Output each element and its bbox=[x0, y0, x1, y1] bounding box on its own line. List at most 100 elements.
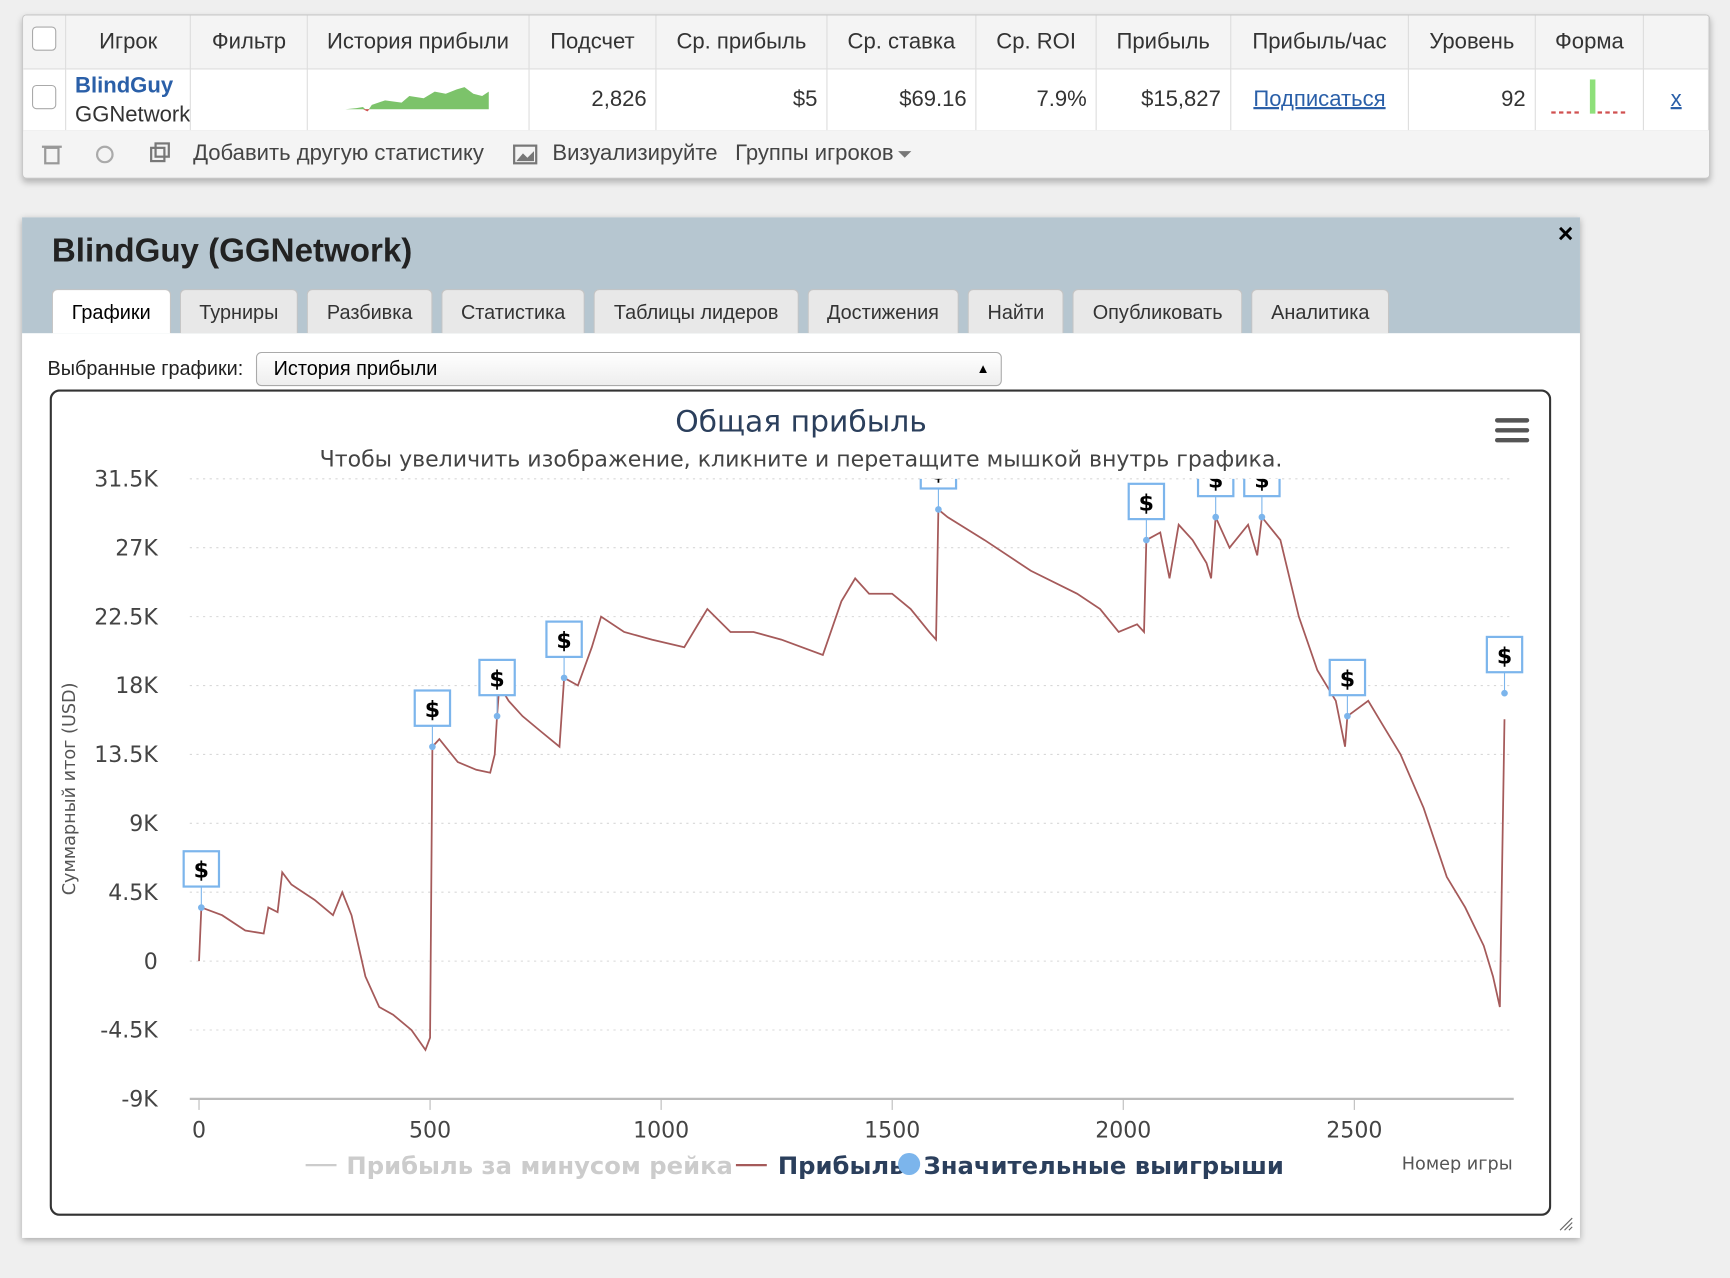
legend-label[interactable]: Значительные выигрыши bbox=[923, 1151, 1283, 1180]
tab[interactable]: Статистика bbox=[441, 289, 586, 334]
win-flag bbox=[1196, 478, 1235, 498]
y-tick-label: 9K bbox=[129, 812, 158, 837]
toolbar: Добавить другую статистику Визуализируйт… bbox=[23, 130, 1710, 178]
x-tick-label: 2000 bbox=[1095, 1119, 1151, 1144]
chart-subtitle: Чтобы увеличить изображение, кликните и … bbox=[320, 448, 1283, 473]
toolbar-icons[interactable] bbox=[39, 137, 193, 170]
chart-title: Общая прибыль bbox=[675, 404, 927, 439]
win-flag-label: $ bbox=[1208, 468, 1223, 493]
win-flag bbox=[1485, 635, 1524, 674]
win-flag-label: $ bbox=[1139, 491, 1154, 516]
visualize-icon bbox=[512, 143, 537, 164]
avg-roi: 7.9% bbox=[976, 68, 1097, 132]
level: 92 bbox=[1408, 68, 1536, 132]
legend-label[interactable]: Прибыль за минусом рейка bbox=[346, 1151, 733, 1180]
win-marker bbox=[1258, 513, 1266, 521]
header[interactable]: История прибыли bbox=[307, 15, 530, 70]
legend-label[interactable]: Прибыль bbox=[778, 1151, 905, 1180]
tab[interactable]: Достижения bbox=[807, 289, 959, 334]
header[interactable]: Фильтр bbox=[190, 15, 308, 70]
win-flag-label: $ bbox=[556, 629, 571, 654]
win-marker bbox=[560, 674, 568, 682]
win-flag bbox=[545, 620, 583, 659]
groups-dropdown[interactable]: Группы игроков bbox=[735, 141, 894, 166]
header[interactable]: Уровень bbox=[1408, 15, 1536, 70]
win-flag bbox=[1328, 658, 1367, 697]
header[interactable]: Прибыль/час bbox=[1230, 15, 1410, 70]
network: GGNetwork bbox=[75, 102, 191, 127]
win-marker bbox=[1501, 689, 1508, 697]
plot-area: $ $ $ $ $ $ $ $ $ $ bbox=[182, 468, 1524, 1052]
win-marker bbox=[493, 712, 501, 720]
dropdown-arrow bbox=[898, 150, 912, 158]
resize-handle[interactable] bbox=[1558, 1216, 1573, 1231]
header[interactable]: Ср. прибыль bbox=[656, 15, 828, 70]
win-flag-label: $ bbox=[1340, 667, 1355, 692]
win-marker bbox=[1344, 712, 1351, 720]
header-checkbox[interactable] bbox=[23, 15, 67, 70]
stats-table: Игрок Фильтр История прибыли Подсчет Ср.… bbox=[23, 15, 1710, 132]
chart[interactable]: Общая прибыль Чтобы увеличить изображение… bbox=[49, 389, 1552, 1216]
win-marker bbox=[1212, 513, 1219, 521]
y-tick-label: -4.5K bbox=[100, 1019, 158, 1044]
x-tick-label: 2500 bbox=[1326, 1119, 1382, 1144]
y-tick-label: 13.5K bbox=[94, 743, 158, 768]
tab[interactable]: Найти bbox=[967, 289, 1065, 334]
win-marker bbox=[198, 904, 205, 911]
avg-stake: $69.16 bbox=[826, 68, 977, 132]
win-marker bbox=[935, 506, 942, 513]
tab[interactable]: Таблицы лидеров bbox=[593, 289, 799, 334]
panel-title: BlindGuy (GGNetwork) bbox=[51, 232, 413, 270]
header-empty bbox=[1643, 15, 1710, 70]
player-link[interactable]: BlindGuy bbox=[75, 73, 174, 98]
select-value: История прибыли bbox=[273, 357, 438, 380]
win-flag bbox=[1243, 478, 1281, 498]
y-axis-title: Суммарный итог (USD) bbox=[60, 682, 80, 895]
x-tick-label: 500 bbox=[409, 1119, 451, 1144]
win-flag-label: $ bbox=[1497, 644, 1512, 669]
x-tick-label: 1500 bbox=[864, 1119, 920, 1144]
legend-symbol bbox=[898, 1152, 921, 1176]
win-flag-label: $ bbox=[1254, 468, 1269, 493]
header[interactable]: Ср. ставка bbox=[826, 15, 977, 70]
x-axis-title: Номер игры bbox=[1402, 1155, 1513, 1175]
add-stats-button[interactable]: Добавить другую статистику bbox=[193, 141, 484, 166]
y-tick-label: 22.5K bbox=[94, 605, 158, 630]
row-checkbox[interactable] bbox=[23, 68, 67, 132]
avg-profit: $5 bbox=[656, 68, 828, 132]
x-tick-label: 0 bbox=[192, 1119, 206, 1144]
profit-line bbox=[198, 507, 1506, 1052]
win-marker bbox=[429, 743, 436, 751]
header[interactable]: Подсчет bbox=[528, 15, 657, 70]
tab[interactable]: Опубликовать bbox=[1072, 289, 1243, 334]
header[interactable]: Форма bbox=[1534, 15, 1645, 70]
menu-icon[interactable] bbox=[1494, 418, 1530, 443]
win-flag bbox=[182, 850, 221, 888]
chart-select[interactable]: История прибыли ▲ bbox=[255, 351, 1002, 387]
tab[interactable]: Разбивка bbox=[307, 289, 433, 334]
win-flag bbox=[413, 689, 452, 727]
player-panel: BlindGuy (GGNetwork) × Графики Турниры Раз… bbox=[22, 217, 1580, 1238]
win-flag-label: $ bbox=[425, 698, 440, 723]
header[interactable]: Игрок bbox=[65, 15, 192, 70]
win-flag bbox=[478, 658, 516, 697]
close-button[interactable]: × bbox=[1557, 219, 1574, 250]
y-tick-label: 4.5K bbox=[108, 881, 158, 906]
visualize-button[interactable]: Визуализируйте bbox=[552, 141, 718, 166]
win-flag bbox=[1127, 482, 1166, 521]
tab[interactable]: Аналитика bbox=[1251, 289, 1390, 334]
header[interactable]: Ср. ROI bbox=[976, 15, 1097, 70]
remove-link[interactable]: x bbox=[1643, 68, 1710, 132]
stats-table-box: Игрок Фильтр История прибыли Подсчет Ср.… bbox=[22, 14, 1711, 179]
win-marker bbox=[1143, 536, 1150, 544]
tab[interactable]: Графики bbox=[51, 289, 171, 334]
x-tick-label: 1000 bbox=[633, 1119, 689, 1144]
filter-cell bbox=[190, 68, 308, 132]
header[interactable]: Прибыль bbox=[1096, 15, 1231, 70]
profit: $15,827 bbox=[1096, 68, 1231, 132]
subscribe-link[interactable]: Подписаться bbox=[1230, 68, 1410, 132]
win-flag-label: $ bbox=[489, 667, 504, 692]
y-tick-label: -9K bbox=[121, 1088, 158, 1113]
tab[interactable]: Турниры bbox=[179, 289, 299, 334]
